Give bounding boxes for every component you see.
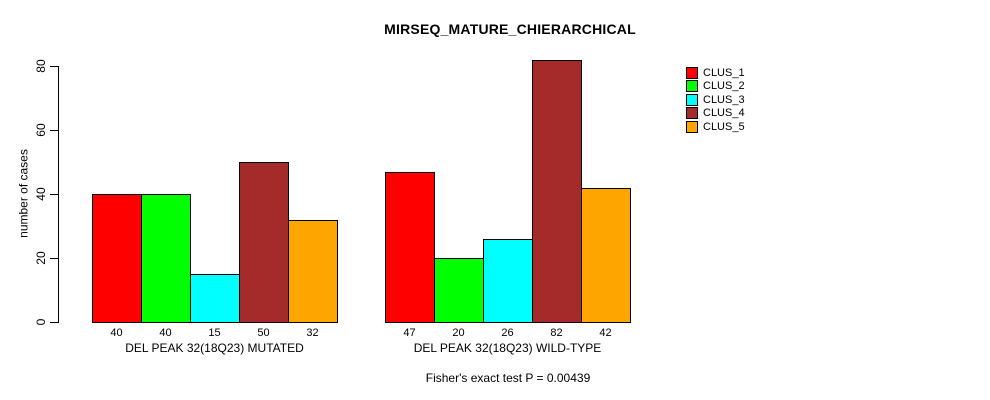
legend-swatch-clus_1 <box>686 67 698 79</box>
bar-value-label: 42 <box>599 327 612 339</box>
bar-value-label: 40 <box>159 327 172 339</box>
y-axis-tick <box>50 130 58 131</box>
legend-swatch-clus_2 <box>686 80 698 93</box>
bar-value-label: 32 <box>306 327 319 339</box>
legend-swatch-clus_5 <box>686 120 698 133</box>
legend-item-clus_3: CLUS_3 <box>686 93 745 106</box>
legend-label: CLUS_3 <box>703 93 745 106</box>
y-axis-tick-label: 40 <box>34 187 48 201</box>
bar-clus_4-group1 <box>239 162 289 323</box>
y-axis-tick <box>50 258 58 259</box>
bar-value-label: 40 <box>110 327 123 339</box>
legend-label: CLUS_1 <box>703 67 745 79</box>
bar-clus_1-group1 <box>92 194 142 323</box>
y-axis-tick <box>50 66 58 67</box>
group-label: DEL PEAK 32(18Q23) WILD-TYPE <box>413 341 602 355</box>
legend-label: CLUS_2 <box>703 80 745 93</box>
footnote: Fisher's exact test P = 0.00439 <box>425 371 591 385</box>
legend-swatch-clus_3 <box>686 93 698 106</box>
legend-item-clus_5: CLUS_5 <box>686 120 745 133</box>
bar-clus_3-group1 <box>190 274 240 323</box>
bar-clus_4-group2 <box>532 60 582 323</box>
y-axis-tick <box>50 322 58 323</box>
legend-label: CLUS_4 <box>703 107 745 120</box>
bar-clus_2-group2 <box>434 258 484 323</box>
y-axis-tick-label: 20 <box>34 251 48 265</box>
bar-value-label: 26 <box>501 327 514 339</box>
bar-value-label: 50 <box>257 327 270 339</box>
y-axis-title: number of cases <box>16 149 31 238</box>
y-axis-tick <box>50 194 58 195</box>
y-axis-tick-label: 60 <box>34 123 48 137</box>
group-label: DEL PEAK 32(18Q23) MUTATED <box>125 341 304 355</box>
legend-item-clus_1: CLUS_1 <box>686 67 745 79</box>
bar-clus_1-group2 <box>385 172 435 323</box>
chart-title: MIRSEQ_MATURE_CHIERARCHICAL <box>384 21 636 37</box>
y-axis-tick-label: 0 <box>34 318 48 326</box>
legend-item-clus_4: CLUS_4 <box>686 107 745 120</box>
bar-value-label: 15 <box>208 327 221 339</box>
bar-clus_2-group1 <box>141 194 191 323</box>
bar-clus_5-group2 <box>581 188 631 323</box>
bar-clus_3-group2 <box>483 239 533 323</box>
legend-item-clus_2: CLUS_2 <box>686 80 745 93</box>
bar-value-label: 47 <box>403 327 416 339</box>
legend-label: CLUS_5 <box>703 120 745 133</box>
bar-value-label: 82 <box>550 327 563 339</box>
bar-clus_5-group1 <box>288 220 338 323</box>
bar-value-label: 20 <box>452 327 465 339</box>
y-axis-tick-label: 80 <box>34 59 48 73</box>
legend-swatch-clus_4 <box>686 107 698 120</box>
y-axis-line <box>58 66 59 323</box>
